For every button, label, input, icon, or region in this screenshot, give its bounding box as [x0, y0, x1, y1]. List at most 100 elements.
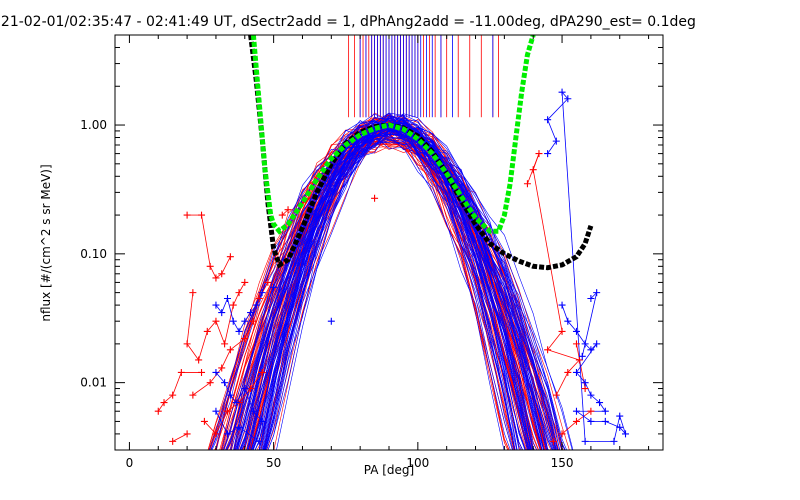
- blue-scatter-link-10: [215, 372, 225, 383]
- red-point-18: [160, 399, 168, 407]
- red-scatter-link-35: [172, 433, 188, 442]
- red-point-17: [169, 391, 177, 399]
- blue-point-23: [564, 317, 572, 325]
- flux-trace-142: [225, 117, 563, 450]
- red-scatter-link-9: [198, 331, 208, 361]
- flux-trace-164: [237, 121, 559, 450]
- red-point-28: [200, 417, 208, 425]
- red-point-45: [558, 327, 566, 335]
- flux-trace-27: [239, 128, 515, 450]
- blue-point-27: [593, 340, 601, 348]
- red-scatter-link-7: [186, 292, 194, 344]
- blue-point-25: [581, 340, 589, 348]
- blue-scatter-link-14: [244, 388, 254, 412]
- blue-point-13: [241, 385, 249, 393]
- blue-point-40: [581, 437, 589, 445]
- red-scatter-link-46: [532, 169, 563, 332]
- red-scatter-link-42: [555, 372, 569, 396]
- red-scatter-link-45: [547, 331, 563, 351]
- red-point-47: [535, 150, 543, 158]
- red-point-39: [572, 417, 580, 425]
- red-scatter-link-44: [547, 349, 580, 361]
- blue-point-6: [247, 309, 255, 317]
- y-axis-label: nflux [#/(cm^2 s sr MeV)]: [39, 164, 53, 321]
- flux-trace-55: [248, 124, 509, 450]
- red-point-21: [206, 379, 214, 387]
- blue-point-2: [223, 295, 231, 303]
- red-point-33: [258, 368, 266, 376]
- blue-point-18: [235, 423, 243, 431]
- red-point-49: [572, 340, 580, 348]
- red-point-9: [203, 327, 211, 335]
- red-point-30: [223, 407, 231, 415]
- red-scatter-link-43: [567, 359, 580, 373]
- red-point-8: [195, 356, 203, 364]
- blue-point-3: [229, 317, 237, 325]
- blue-point-15: [258, 417, 266, 425]
- red-point-26: [255, 295, 263, 303]
- red-point-23: [226, 346, 234, 354]
- red-point-3: [212, 274, 220, 282]
- red-point-29: [212, 430, 220, 438]
- blue-point-33: [572, 407, 580, 415]
- red-scatter-link-25: [244, 321, 254, 339]
- red-scatter-link-37: [282, 209, 289, 216]
- red-point-48: [523, 180, 531, 188]
- red-scatter-link-2: [201, 214, 211, 267]
- y-tick-label: 1.00: [80, 118, 107, 132]
- blue-scatter-link-12: [230, 394, 237, 403]
- red-scatter-link-3: [209, 266, 217, 279]
- blue-scatter-link-43: [547, 98, 569, 120]
- x-tick-label: 0: [126, 456, 134, 470]
- blue-scatter-link-39: [613, 416, 621, 442]
- flux-trace-130: [264, 139, 515, 450]
- flux-trace-166: [236, 130, 511, 450]
- blue-point-42: [564, 95, 572, 103]
- blue-point-10: [221, 379, 229, 387]
- red-point-13: [235, 289, 243, 297]
- blue-point-32: [601, 407, 609, 415]
- blue-scatter-link-13: [235, 388, 246, 403]
- blue-scatter-link-41: [561, 92, 586, 442]
- blue-scatter-link-7: [250, 304, 257, 313]
- blue-scatter-link-24: [567, 320, 577, 332]
- x-tick-label: 50: [266, 456, 281, 470]
- axes: 0 50 100 150 0.01 0.10 1.00: [80, 34, 663, 470]
- fit-curve-1: [250, 35, 536, 235]
- blue-scatter-link-28: [576, 343, 597, 373]
- blue-point-44: [552, 137, 560, 145]
- blue-scatter-link-2: [221, 298, 228, 313]
- blue-point-12: [232, 399, 240, 407]
- blue-point-34: [587, 417, 595, 425]
- blue-point-31: [596, 399, 604, 407]
- red-scatter-link-33: [250, 372, 263, 389]
- blue-scatter-link-37: [619, 427, 626, 435]
- blue-point-28: [572, 368, 580, 376]
- red-point-22: [218, 364, 226, 372]
- blue-scatter-link-42: [561, 91, 569, 100]
- blue-point-29: [581, 379, 589, 387]
- red-point-43: [575, 356, 583, 364]
- red-scatter-link-14: [238, 282, 246, 293]
- x-tick-label: 100: [406, 456, 429, 470]
- red-point-51: [371, 194, 379, 202]
- red-scatter-link-29: [204, 421, 217, 435]
- x-tick-label: 150: [551, 456, 574, 470]
- blue-point-16: [212, 407, 220, 415]
- flux-trace-147: [260, 142, 557, 450]
- red-point-41: [552, 391, 560, 399]
- flux-trace-135: [225, 122, 518, 450]
- red-point-19: [154, 407, 162, 415]
- blue-point-11: [226, 391, 234, 399]
- blue-scatter-link-19: [238, 426, 260, 442]
- blue-point-22: [558, 301, 566, 309]
- red-point-6: [189, 289, 197, 297]
- blue-point-21: [270, 283, 278, 291]
- red-point-24: [241, 335, 249, 343]
- red-point-2: [206, 262, 214, 270]
- red-point-27: [264, 278, 272, 286]
- blue-point-38: [616, 412, 624, 420]
- red-scatter-link-17: [172, 372, 182, 396]
- red-point-46: [529, 166, 537, 174]
